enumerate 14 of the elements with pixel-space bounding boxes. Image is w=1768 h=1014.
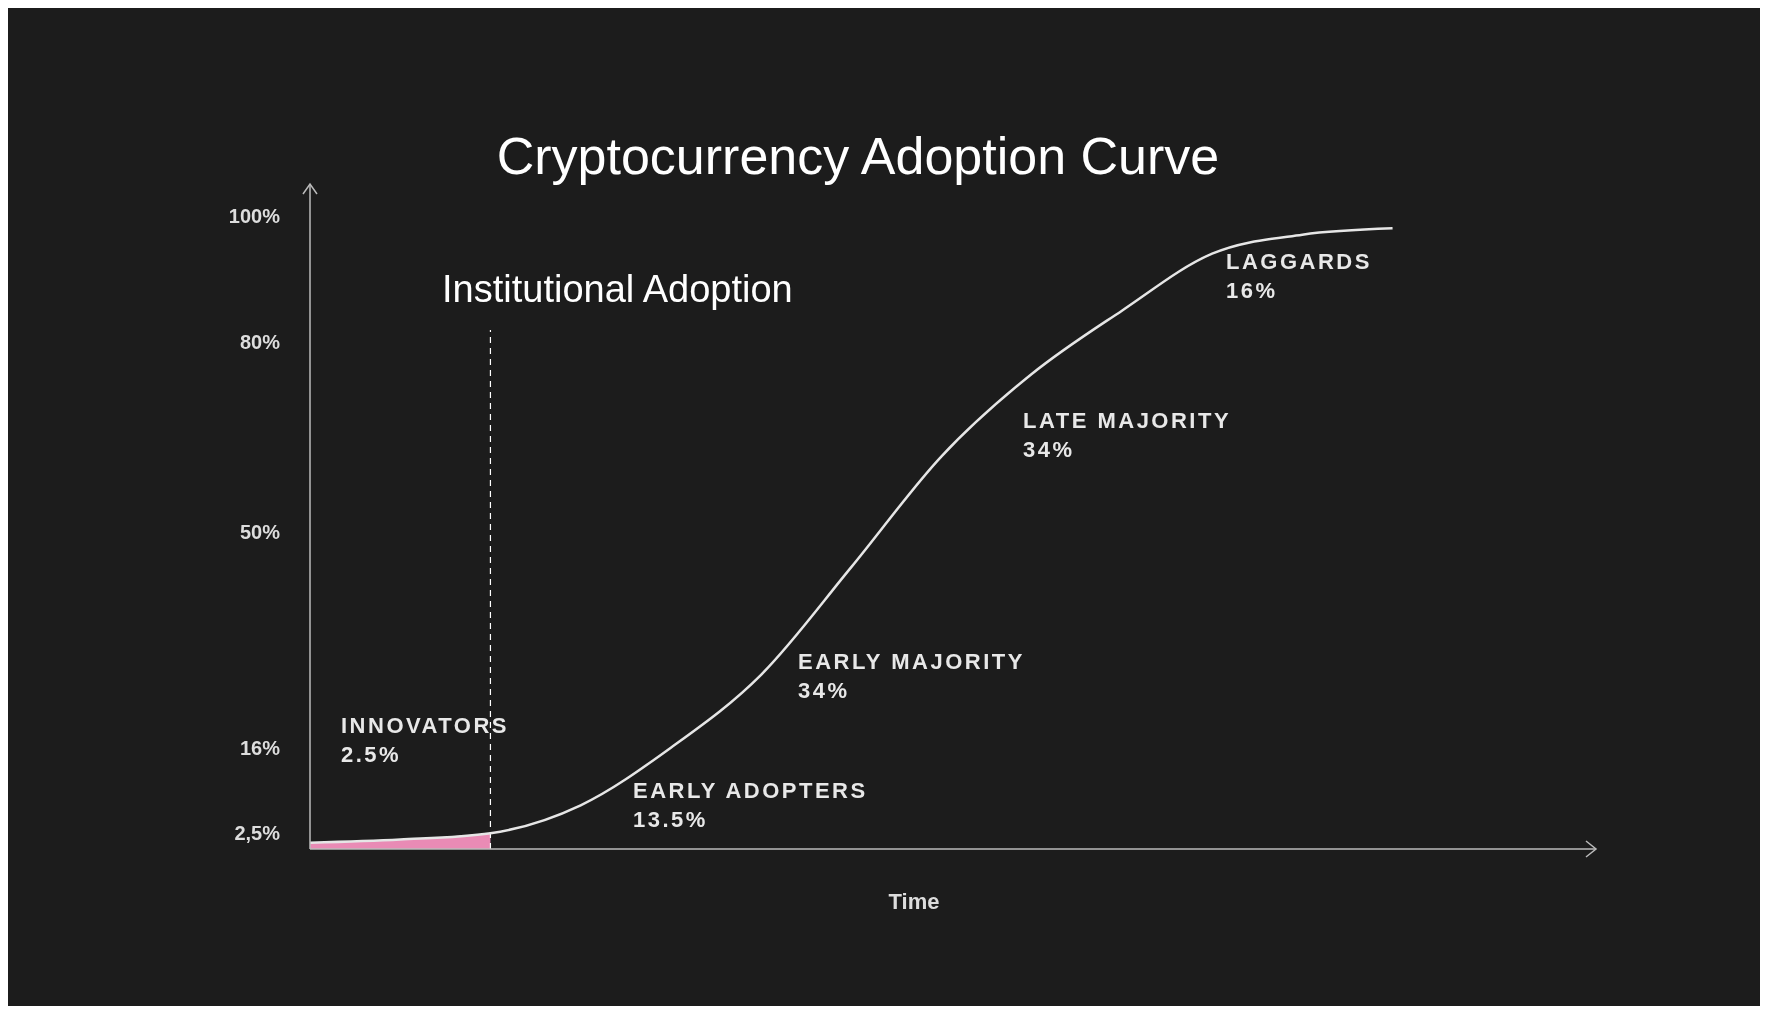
y-tick-label: 16% [239,736,281,759]
annotation: EARLY ADOPTERS 13.5% [633,778,868,832]
line-series [308,227,1394,844]
y-tick-label: 100% [228,204,281,227]
y-tick-label: 50% [239,521,281,544]
annotation: LATE MAJORITY 34% [1023,408,1232,462]
y-tick-label: 80% [239,331,281,354]
annotation: INNOVATORS 2.5% [341,713,510,767]
annotation: EARLY MAJORITY 34% [798,649,1025,703]
x-axis-title: Time [888,889,940,914]
y-tick-label: 2,5% [234,822,281,845]
annotation: Institutional Adoption [442,268,793,310]
chart-title: Cryptocurrency Adoption Curve [496,127,1220,185]
annotation: LAGGARDS 16% [1226,249,1372,303]
